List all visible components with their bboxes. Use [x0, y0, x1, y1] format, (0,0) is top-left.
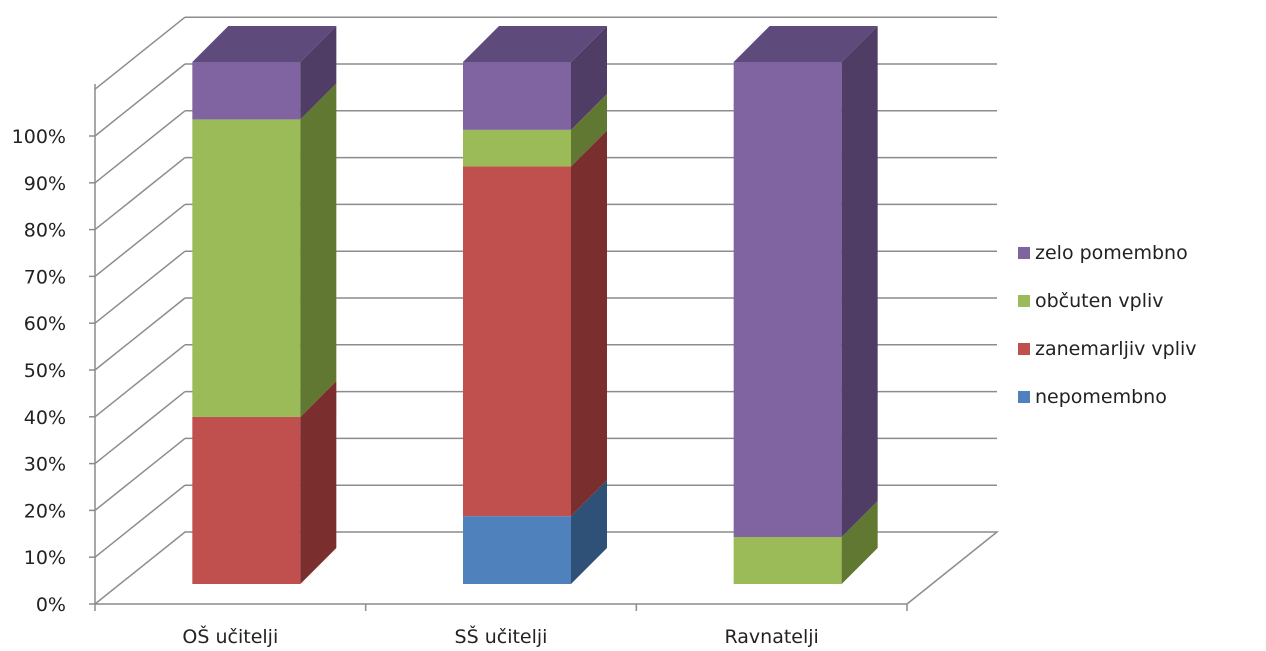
bar-stack-ravnatelji — [733, 26, 878, 584]
y-tick-label: 100% — [12, 126, 66, 148]
y-tick-label: 70% — [24, 266, 66, 288]
x-tick-label: Ravnatelji — [724, 626, 818, 648]
bar-top-zelo-pomembno-ss-ucitelji — [463, 26, 607, 62]
bar-zanemarljiv-vpliv-ss-ucitelji — [463, 166, 571, 517]
y-tick-label: 80% — [24, 220, 66, 242]
bar-side-zanemarljiv-vpliv-ss-ucitelji — [571, 130, 607, 517]
legend-swatch-obcuten-vpliv — [1018, 295, 1030, 307]
legend-label-zanemarljiv-vpliv: zanemarljiv vpliv — [1035, 338, 1197, 360]
bar-obcuten-vpliv-os-ucitelji — [192, 119, 301, 417]
gridline-depth — [94, 437, 186, 511]
legend-swatch-zelo-pomembno — [1018, 247, 1030, 259]
x-tick-label: OŠ učitelji — [182, 624, 278, 648]
bar-side-zelo-pomembno-ss-ucitelji — [571, 26, 607, 130]
bar-top-zelo-pomembno-os-ucitelji — [192, 26, 337, 62]
legend-swatch-zanemarljiv-vpliv — [1018, 343, 1030, 355]
bar-nepomembno-ss-ucitelji — [463, 516, 571, 584]
gridline-depth — [94, 63, 186, 137]
y-tick-label: 40% — [24, 407, 66, 429]
y-tick-label: 50% — [24, 360, 66, 382]
bar-side-zelo-pomembno-os-ucitelji — [300, 26, 337, 120]
gridline-depth — [94, 484, 186, 558]
gridline-depth — [94, 344, 186, 418]
bar-zelo-pomembno-ravnatelji — [733, 62, 842, 538]
legend-label-obcuten-vpliv: občuten vpliv — [1035, 290, 1164, 312]
y-tick-label: 20% — [24, 500, 66, 522]
x-axis: OŠ učitelji SŠ učitelji Ravnatelji — [94, 603, 908, 648]
y-tick-label: 30% — [24, 454, 66, 476]
legend-label-zelo-pomembno: zelo pomembno — [1035, 242, 1188, 264]
y-tick-label: 10% — [24, 547, 66, 569]
gridline-depth — [94, 297, 186, 371]
bar-top-zelo-pomembno-ravnatelji — [733, 26, 878, 62]
bar-obcuten-vpliv-ss-ucitelji — [463, 129, 571, 167]
bar-stack-os-ucitelji — [192, 26, 337, 584]
gridline-depth — [94, 203, 186, 277]
y-tick-label: 0% — [36, 594, 66, 616]
bar-zelo-pomembno-os-ucitelji — [192, 62, 301, 120]
y-axis-tick-labels: 0% 10% 20% 30% 40% 50% 60% 70% 80% 90% 100% — [12, 126, 95, 616]
gridline-depth — [94, 250, 186, 324]
bar-stacks — [192, 26, 878, 584]
gridline-depth — [94, 16, 186, 90]
legend: zelo pomembno občuten vpliv zanemarljiv vp… — [1018, 242, 1197, 408]
bar-side-nepomembno-ss-ucitelji — [571, 480, 607, 584]
bar-side-zelo-pomembno-ravnatelji — [841, 26, 878, 538]
bar-stack-ss-ucitelji — [463, 26, 607, 584]
y-tick-label: 60% — [24, 313, 66, 335]
gridline-depth — [94, 110, 186, 184]
bar-zanemarljiv-vpliv-os-ucitelji — [192, 416, 301, 584]
bar-zelo-pomembno-ss-ucitelji — [463, 62, 571, 130]
x-tick-label: SŠ učitelji — [455, 624, 548, 648]
y-tick-label: 90% — [24, 173, 66, 195]
bar-side-obcuten-vpliv-ravnatelji — [841, 501, 878, 584]
gridline-depth — [94, 391, 186, 465]
legend-swatch-nepomembno — [1018, 391, 1030, 403]
gridline-depth — [94, 157, 186, 231]
bar-obcuten-vpliv-ravnatelji — [733, 537, 842, 584]
bar-side-obcuten-vpliv-os-ucitelji — [300, 83, 337, 417]
bar-side-obcuten-vpliv-ss-ucitelji — [571, 93, 607, 167]
legend-label-nepomembno: nepomembno — [1035, 386, 1167, 408]
bar-side-zanemarljiv-vpliv-os-ucitelji — [300, 380, 337, 584]
